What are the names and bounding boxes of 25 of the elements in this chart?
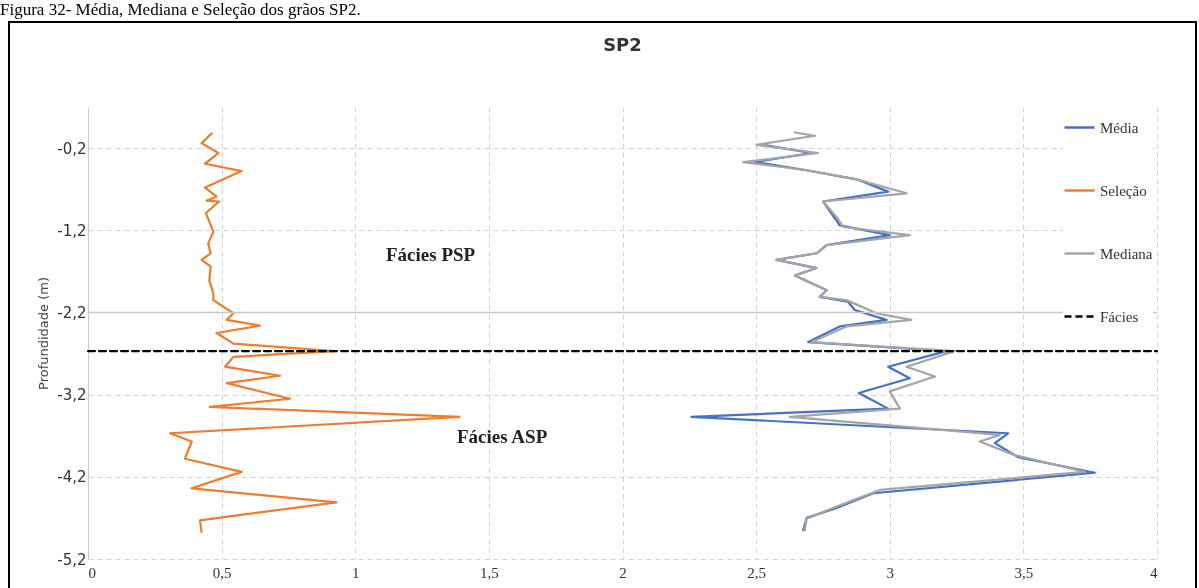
legend-label: Fácies: [1100, 308, 1139, 325]
x-tick-label: 2,5: [747, 564, 766, 581]
legend-label: Mediana: [1100, 245, 1153, 262]
annotation: Fácies PSP: [386, 244, 476, 266]
y-tick-label: -3,2: [57, 386, 87, 405]
x-tick-label: 4: [1150, 564, 1158, 581]
x-tick-label: 0,5: [212, 564, 232, 581]
line-series: [742, 131, 1086, 532]
x-tick-label: 1,5: [480, 564, 499, 581]
legend-label: Seleção: [1100, 182, 1147, 199]
y-tick-label: -2,2: [57, 303, 87, 322]
x-tick-label: 3,5: [1014, 564, 1034, 581]
y-tick-label: -0,2: [57, 139, 87, 158]
y-tick-label: -4,2: [57, 468, 87, 487]
chart-title: SP2: [603, 34, 642, 55]
legend-label: Média: [1100, 119, 1139, 136]
annotation: Fácies ASP: [457, 426, 548, 448]
y-tick-label: -1,2: [57, 221, 87, 240]
y-tick-label: -5,2: [57, 550, 87, 569]
x-tick-label: 1: [352, 564, 360, 581]
x-tick-label: 0: [88, 564, 96, 581]
x-tick-label: 2: [619, 564, 627, 581]
text: Figura 32- Média, Mediana e Seleção dos grãos SP2.: [0, 0, 361, 19]
y-axis-title: Profundidade (m): [36, 277, 52, 390]
x-tick-label: 3: [886, 564, 894, 581]
